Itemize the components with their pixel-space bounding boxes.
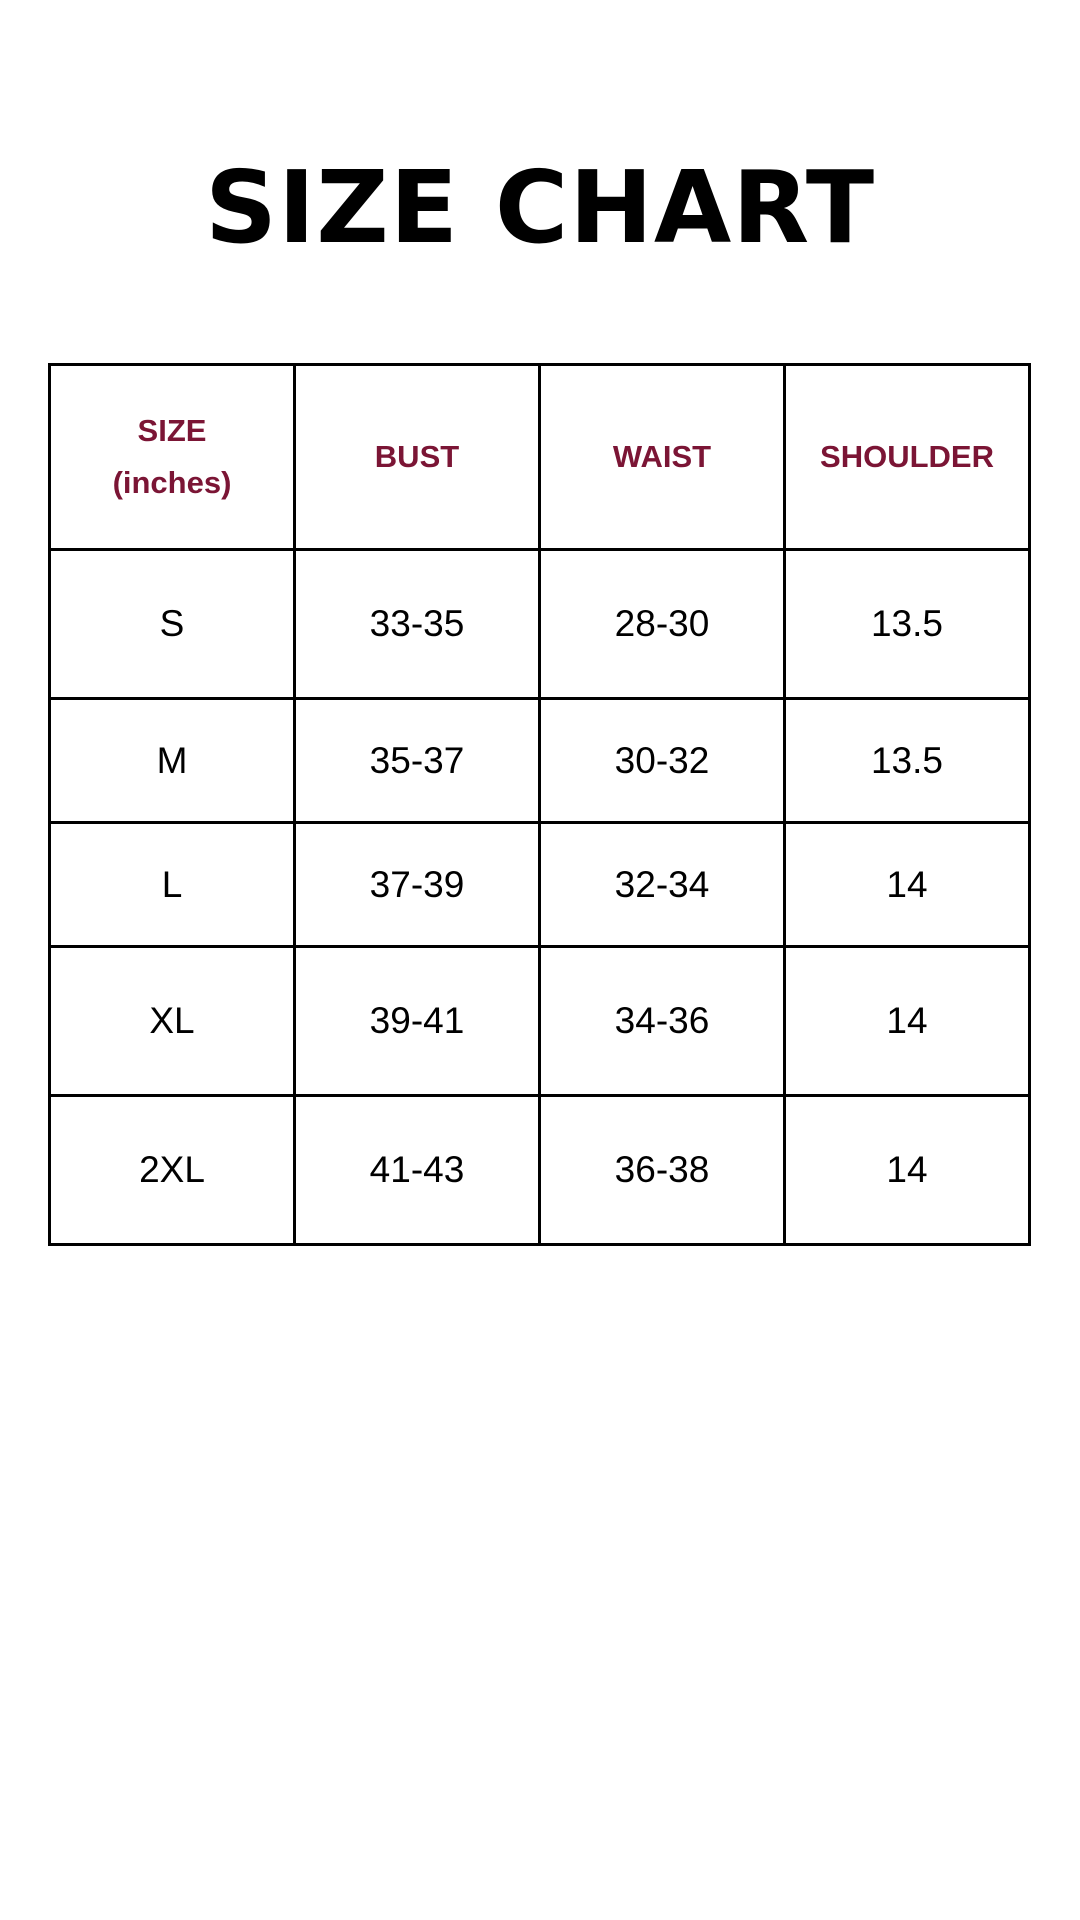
cell-waist: 36-38 (538, 1094, 786, 1246)
page-title: SIZE CHART (204, 149, 876, 266)
cell-bust: 33-35 (293, 548, 541, 700)
table-row: XL 39-41 34-36 14 (48, 945, 1031, 1097)
header-waist: WAIST (538, 363, 786, 551)
header-row: SIZE (inches) BUST WAIST SHOULDER (48, 363, 1031, 551)
cell-size: M (48, 697, 296, 824)
cell-shoulder: 13.5 (783, 548, 1031, 700)
cell-size: L (48, 821, 296, 948)
cell-shoulder: 14 (783, 945, 1031, 1097)
cell-bust: 39-41 (293, 945, 541, 1097)
header-size-label: SIZE (137, 413, 207, 448)
cell-size: 2XL (48, 1094, 296, 1246)
header-shoulder: SHOULDER (783, 363, 1031, 551)
table-row: L 37-39 32-34 14 (48, 821, 1031, 948)
cell-waist: 30-32 (538, 697, 786, 824)
cell-shoulder: 14 (783, 821, 1031, 948)
header-size: SIZE (inches) (48, 363, 296, 551)
cell-shoulder: 14 (783, 1094, 1031, 1246)
table-row: S 33-35 28-30 13.5 (48, 548, 1031, 700)
size-chart-table: SIZE (inches) BUST WAIST SHOULDER S 33-35 2… (48, 363, 1031, 1246)
header-size-unit: (inches) (112, 465, 232, 500)
cell-waist: 32-34 (538, 821, 786, 948)
cell-bust: 35-37 (293, 697, 541, 824)
cell-bust: 41-43 (293, 1094, 541, 1246)
table-row: M 35-37 30-32 13.5 (48, 697, 1031, 824)
cell-waist: 34-36 (538, 945, 786, 1097)
cell-size: S (48, 548, 296, 700)
cell-size: XL (48, 945, 296, 1097)
header-bust: BUST (293, 363, 541, 551)
cell-waist: 28-30 (538, 548, 786, 700)
cell-bust: 37-39 (293, 821, 541, 948)
table-row: 2XL 41-43 36-38 14 (48, 1094, 1031, 1246)
cell-shoulder: 13.5 (783, 697, 1031, 824)
